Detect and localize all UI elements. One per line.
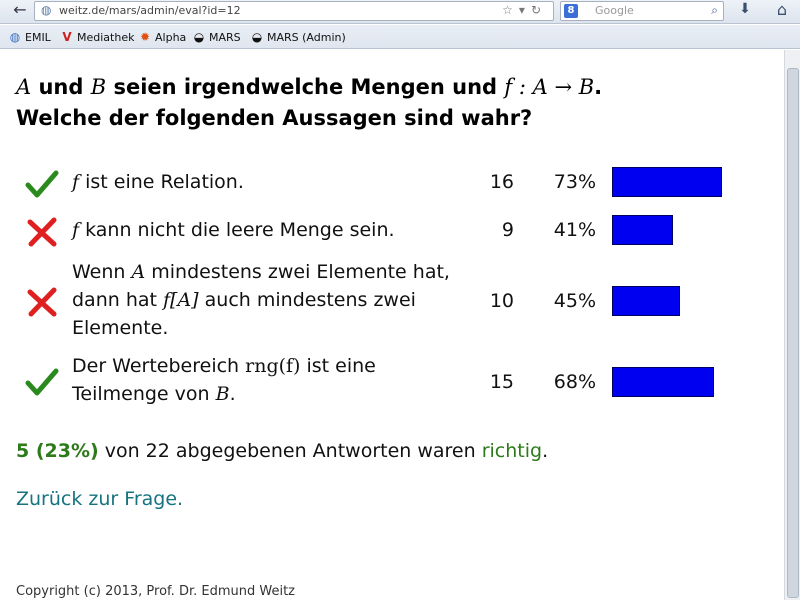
cross-icon [27,217,57,247]
answer-statement: f ist eine Relation. [72,171,244,193]
answer-percent: 68% [553,371,596,393]
answer-percent: 73% [553,171,596,193]
helmet-icon: ◒ [251,30,263,44]
bookmark-alpha[interactable]: ✹ Alpha [139,30,187,44]
question-line-2: Welche der folgenden Aussagen sind wahr? [16,106,533,130]
answer-percent: 41% [553,219,596,241]
download-icon[interactable]: ⬇ [739,1,751,17]
set-b: B [90,75,107,99]
bookmark-mediathek[interactable]: V Mediathek [60,30,134,44]
set-a: A [16,75,32,99]
address-bar[interactable]: ◍ weitz.de/mars/admin/eval?id=12 ☆▾↻ [34,1,554,21]
url-text: weitz.de/mars/admin/eval?id=12 [59,4,241,17]
scrollbar-thumb[interactable] [787,68,799,598]
answer-statement: f kann nicht die leere Menge sein. [72,219,395,241]
url-bar-icons: ☆▾↻ [502,3,547,17]
question-line-1: A und B seien irgendwelche Mengen und f … [16,75,603,99]
home-icon[interactable]: ⌂ [776,0,788,19]
answer-bar [612,215,673,245]
bookmark-mars[interactable]: ◒ MARS [193,30,241,44]
question-text: A und B seien irgendwelche Mengen und f … [16,72,756,134]
dropdown-icon[interactable]: ▾ [518,3,531,17]
correct-word: richtig [481,440,543,462]
answer-statement: Der Wertebereich rng(f) ist eine Teilmen… [72,355,376,405]
mediathek-icon: V [62,30,72,44]
checkmark-icon [25,170,59,198]
answer-count: 15 [489,371,514,393]
back-arrow-icon: ← [13,0,27,19]
globe-icon: ◍ [9,30,21,44]
globe-icon: ◍ [41,3,52,17]
answer-percent: 45% [553,290,596,312]
helmet-icon: ◒ [193,30,205,44]
navigation-toolbar: ← ◍ weitz.de/mars/admin/eval?id=12 ☆▾↻ 8… [0,0,800,24]
answer-count: 16 [489,171,514,193]
back-button[interactable]: ← [6,0,34,22]
search-engine-icon[interactable]: 8 [564,4,578,18]
answer-count: 10 [489,290,514,312]
back-to-question-link[interactable]: Zurück zur Frage. [16,488,184,510]
copyright-footer: Copyright (c) 2013, Prof. Dr. Edmund Wei… [16,584,295,599]
correct-count: 5 (23%) [16,440,99,462]
search-placeholder: Google [595,4,634,17]
answer-bar [612,286,680,316]
cross-icon [27,287,57,317]
answer-count: 9 [501,219,514,241]
star-icon[interactable]: ☆ [502,3,519,17]
result-summary: 5 (23%) von 22 abgegebenen Antworten war… [16,440,549,462]
answer-bar [612,367,714,397]
vertical-scrollbar[interactable] [784,50,800,600]
reload-icon[interactable]: ↻ [530,3,547,17]
bookmarks-toolbar: ◍ EMIL V Mediathek ✹ Alpha ◒ MARS ◒ MARS (Adm… [0,25,800,49]
checkmark-icon [25,368,59,396]
bookmark-mars-admin[interactable]: ◒ MARS (Admin) [251,30,346,44]
search-icon[interactable]: ⌕ [711,3,718,17]
answer-bar [612,167,722,197]
answer-statement: Wenn A mindestens zwei Elemente hat, dan… [72,261,450,339]
function-mapping: f : A → B [504,75,595,99]
bookmark-emil[interactable]: ◍ EMIL [9,30,51,44]
search-bar[interactable]: 8 Google ⌕ [560,1,724,21]
sun-icon: ✹ [139,30,151,44]
